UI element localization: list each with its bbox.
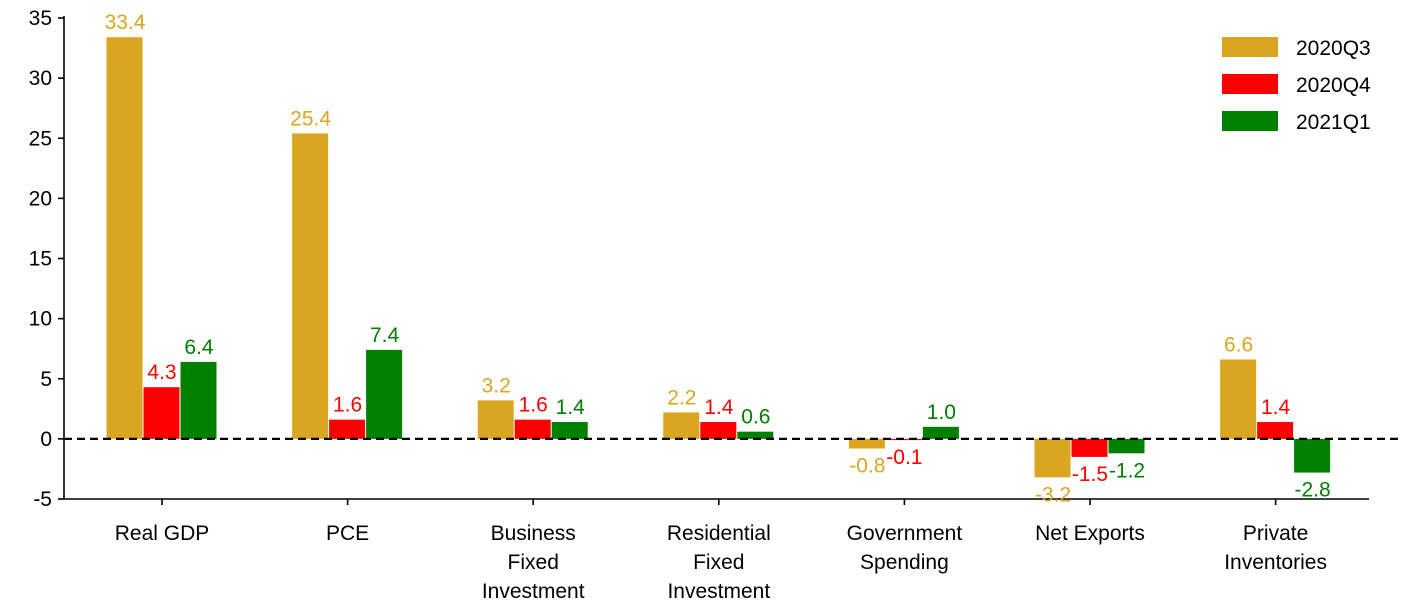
data-label: 1.4 [1261, 396, 1291, 419]
y-tick-label: 25 [29, 127, 52, 150]
bar-2020Q4-2 [514, 419, 551, 439]
y-tick-label: 20 [29, 187, 52, 210]
bar-2021Q1-0 [180, 361, 217, 439]
data-label: 0.6 [741, 406, 770, 429]
x-tick-label: Residential [667, 522, 771, 545]
y-tick-label: 15 [29, 248, 52, 271]
data-label: 3.2 [482, 374, 511, 397]
legend: 2020Q3 2020Q4 2021Q1 [1222, 37, 1371, 134]
data-label: 6.4 [184, 336, 214, 359]
bar-2020Q3-5 [1034, 438, 1071, 478]
x-tick-label: Net Exports [1035, 522, 1145, 545]
x-tick-label: Investment [482, 580, 585, 601]
bar-2020Q4-0 [143, 387, 180, 439]
data-labels: 33.4 25.4 3.2 2.2 -0.8 -3.2 6.6 4.3 1.6 1.6 1.4 -0.… [105, 11, 1331, 506]
bar-2021Q1-2 [551, 422, 588, 439]
data-label: 1.6 [519, 394, 548, 417]
x-tick-label: Government [847, 522, 963, 545]
data-label: 1.4 [556, 396, 586, 419]
x-tick-label: PCE [326, 522, 369, 545]
bar-2020Q4-1 [329, 419, 366, 439]
data-label: 33.4 [105, 11, 146, 34]
bar-2020Q3-2 [477, 400, 514, 439]
legend-swatch [1222, 74, 1278, 94]
legend-swatch [1222, 111, 1278, 131]
bars [106, 37, 1331, 478]
y-tick-label: 0 [40, 428, 52, 451]
y-tick-label: 30 [29, 67, 52, 90]
legend-label: 2020Q3 [1296, 37, 1371, 60]
x-tick-label: Business [491, 522, 576, 545]
legend-label: 2021Q1 [1296, 111, 1371, 134]
bar-2021Q1-6 [1294, 438, 1331, 473]
data-label: -2.8 [1295, 479, 1331, 502]
x-tick-label: Fixed [693, 551, 744, 574]
data-label: -1.2 [1109, 459, 1145, 482]
x-tick-label: Spending [860, 551, 949, 574]
x-axis: Real GDP PCE Business Fixed Investment Reside… [64, 498, 1370, 601]
bar-2020Q3-3 [663, 412, 700, 439]
data-label: 4.3 [147, 361, 176, 384]
y-tick-label: -5 [33, 488, 52, 511]
legend-label: 2020Q4 [1296, 74, 1371, 97]
bar-2020Q4-5 [1071, 438, 1108, 457]
data-label: 1.4 [704, 396, 734, 419]
bar-2020Q3-4 [848, 438, 885, 449]
data-label: 2.2 [667, 386, 696, 409]
y-tick-label: 35 [29, 7, 52, 30]
data-label: 1.0 [927, 401, 956, 424]
legend-swatch [1222, 37, 1278, 57]
x-tick-label: Fixed [508, 551, 559, 574]
bar-2020Q3-6 [1220, 359, 1257, 439]
x-tick-label: Private [1243, 522, 1308, 545]
data-label: 7.4 [370, 324, 400, 347]
data-label: -0.1 [886, 446, 922, 469]
data-label: 25.4 [290, 107, 331, 130]
data-label: -1.5 [1072, 463, 1108, 486]
bar-2020Q3-1 [292, 133, 329, 439]
data-label: 1.6 [333, 394, 362, 417]
bar-2020Q4-3 [700, 422, 737, 439]
bar-2021Q1-4 [922, 426, 959, 439]
bar-2020Q4-6 [1257, 422, 1294, 439]
data-label: -0.8 [849, 454, 885, 477]
y-axis: -5 0 5 10 15 20 25 30 35 [29, 7, 65, 511]
x-tick-label: Inventories [1224, 551, 1327, 574]
bar-2021Q1-5 [1108, 438, 1145, 454]
bar-2020Q3-0 [106, 37, 143, 439]
bar-2021Q1-1 [366, 349, 403, 439]
x-tick-label: Real GDP [115, 522, 210, 545]
bar-2021Q1-3 [737, 431, 774, 439]
data-label: -3.2 [1035, 483, 1071, 506]
y-tick-label: 5 [40, 368, 52, 391]
y-tick-label: 10 [29, 308, 52, 331]
x-tick-label: Investment [667, 580, 770, 601]
data-label: 6.6 [1224, 334, 1253, 357]
